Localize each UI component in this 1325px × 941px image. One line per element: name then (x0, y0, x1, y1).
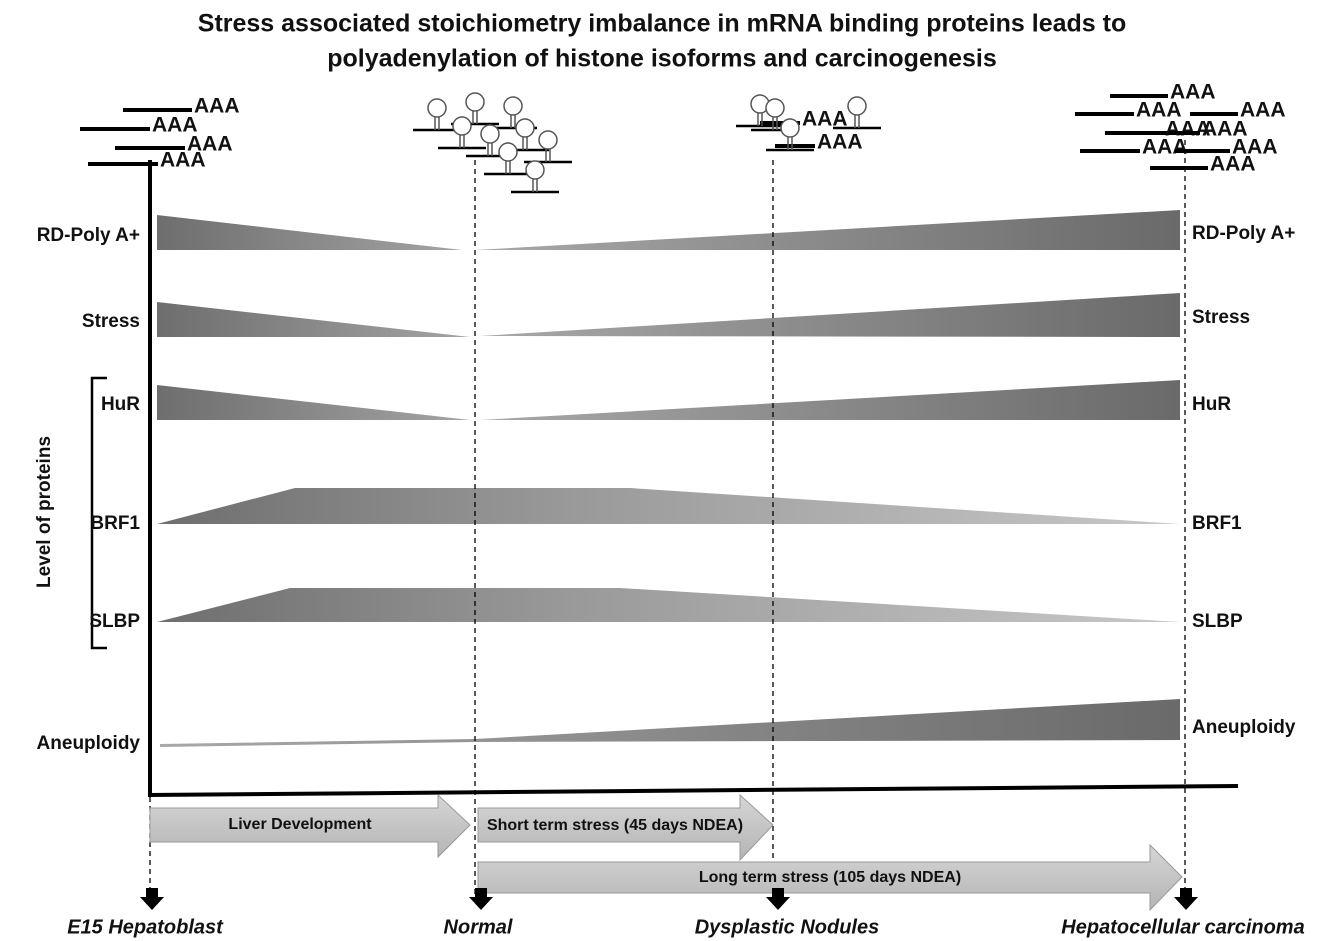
stage-label: E15 Hepatoblast (67, 916, 224, 938)
wedge (157, 488, 1180, 524)
row-label-left: RD-Poly A+ (37, 225, 140, 246)
diagram: Level of proteins Stress associated stoi… (0, 0, 1325, 941)
poly-a-tail: AAA (1210, 153, 1256, 176)
hairpin-loop (466, 93, 484, 111)
phase-label: Long term stress (105 days NDEA) (699, 869, 961, 886)
hairpin-loop (481, 125, 499, 143)
wedge (157, 302, 470, 337)
hairpin-loop (499, 143, 517, 161)
row-label-right: HuR (1192, 394, 1231, 415)
poly-a-tail: AAA (817, 131, 863, 154)
poly-a-tail: AAA (194, 95, 240, 118)
row-label-right: SLBP (1192, 611, 1243, 632)
poly-a-tail: AAA (1142, 136, 1188, 159)
stage-label: Hepatocellular carcinoma (1061, 916, 1304, 938)
stage-arrow (1174, 888, 1198, 910)
stage-arrow (140, 888, 164, 910)
hairpin-loop (848, 97, 866, 115)
hairpin-loop (526, 161, 544, 179)
wedge (480, 380, 1180, 420)
hairpin-loop (516, 119, 534, 137)
wedge (160, 699, 1180, 747)
row-label-right: Aneuploidy (1192, 717, 1296, 738)
title-line: Stress associated stoichiometry imbalanc… (198, 10, 1126, 38)
hairpin-loop (453, 117, 471, 135)
x-axis (148, 786, 1238, 795)
row-label-right: BRF1 (1192, 513, 1242, 534)
axis-label: Level of proteins (34, 436, 55, 588)
wedge (157, 385, 470, 420)
hairpin-loop (504, 97, 522, 115)
wedge (157, 588, 1180, 622)
phase-arrows (150, 795, 1182, 910)
wedges (157, 210, 1180, 747)
hairpin-loop (781, 119, 799, 137)
phase-label: Liver Development (228, 816, 372, 833)
row-label-left: Aneuploidy (37, 733, 141, 754)
wedge (480, 293, 1180, 337)
hairpin-loop (766, 99, 784, 117)
title-line: polyadenylation of histone isoforms and … (327, 45, 997, 73)
stage-label: Dysplastic Nodules (695, 916, 880, 938)
hairpin-loop (428, 99, 446, 117)
phase-label: Short term stress (45 days NDEA) (487, 817, 743, 834)
wedge (157, 215, 462, 250)
poly-a-tail: AAA (160, 149, 206, 172)
hairpin-loop (539, 131, 557, 149)
stage-label: Normal (444, 916, 513, 938)
row-label-left: BRF1 (90, 513, 140, 534)
row-label-left: SLBP (89, 611, 140, 632)
page: {"title": {"lines": ["Stress associated … (0, 0, 1325, 941)
axes (148, 160, 1238, 797)
row-label-left: HuR (101, 394, 140, 415)
row-label-right: Stress (1192, 307, 1250, 328)
row-label-left: Stress (82, 311, 140, 332)
wedge (475, 210, 1180, 250)
row-label-right: RD-Poly A+ (1192, 223, 1295, 244)
